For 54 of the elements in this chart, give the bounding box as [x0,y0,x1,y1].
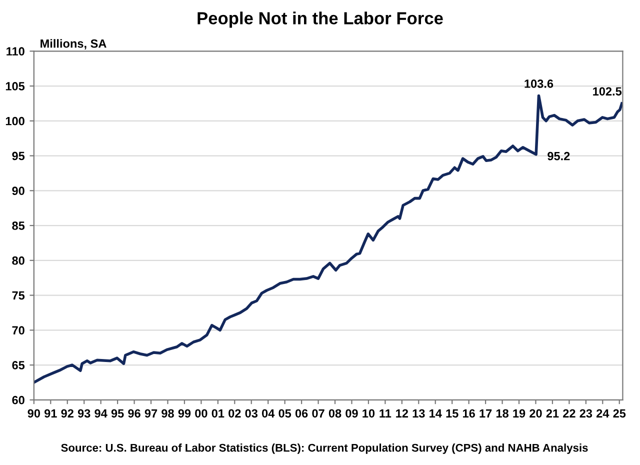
line-series [34,94,623,384]
x-tick-label: 90 [28,409,40,418]
x-tick-label: 91 [44,409,57,418]
x-tick-label: 21 [546,409,559,418]
y-tick-label: 95 [12,152,25,160]
y-axis-title: Millions, SA [40,39,106,50]
x-tick-label: 13 [412,409,425,418]
y-tick-label: 65 [12,361,25,370]
x-tick-label: 96 [128,409,140,418]
annotation: 103.6 [524,80,554,88]
x-tick-label: 92 [61,409,74,418]
x-tick-label: 06 [295,409,308,418]
x-tick-label: 97 [144,409,158,418]
source-note: Source: U.S. Bureau of Labor Statistics (BLS): Current Population Survey (CPS) and NAHB Analysis [61,444,588,454]
x-tick-label: 01 [212,409,224,418]
y-tick-label: 90 [12,186,24,196]
y-tick-label: 60 [12,396,24,404]
x-tick-label: 22 [563,409,576,418]
x-tick-label: 15 [446,409,458,418]
x-tick-label: 99 [178,409,191,418]
x-tick-label: 05 [278,409,292,418]
y-tick-label: 80 [12,256,24,265]
x-tick-label: 95 [111,409,124,418]
y-tick-label: 100 [6,116,24,126]
annotation: 95.2 [548,152,570,160]
x-tick-label: 09 [346,409,358,418]
x-tick-label: 08 [328,409,342,418]
x-tick-label: 11 [380,409,392,418]
x-tick-label: 16 [463,409,475,418]
x-tick-label: 20 [530,409,542,418]
x-tick-label: 25 [613,409,626,418]
x-tick-label: 14 [430,409,442,418]
x-tick-label: 18 [496,409,508,418]
x-tick-label: 23 [580,409,592,418]
annotation: 102.5 [593,87,622,96]
chart-title: People Not in the Labor Force [198,12,443,28]
x-tick-label: 93 [78,409,90,418]
y-tick-label: 70 [12,326,24,335]
y-tick-label: 105 [6,82,25,90]
x-tick-label: 10 [362,409,375,418]
x-tick-label: 17 [480,409,492,418]
y-tick-label: 110 [6,47,24,56]
y-tick-label: 85 [12,222,25,230]
x-tick-label: 03 [245,409,258,418]
x-tick-label: 04 [262,409,275,418]
y-tick-label: 75 [12,291,25,300]
x-tick-label: 24 [596,409,610,418]
x-tick-label: 07 [312,409,324,418]
x-tick-label: 94 [94,409,108,418]
x-tick-label: 19 [513,409,526,418]
x-tick-label: 00 [195,409,208,418]
x-tick-label: 02 [228,409,241,418]
x-tick-label: 12 [396,409,408,418]
x-tick-label: 98 [162,409,174,418]
